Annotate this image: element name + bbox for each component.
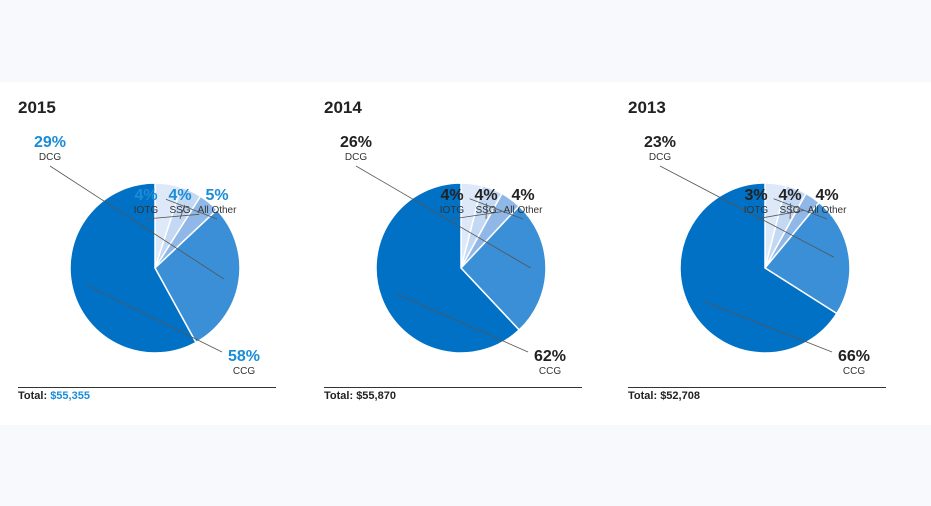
total-label: Total: xyxy=(324,390,354,402)
total-label: Total: xyxy=(628,390,658,402)
category-label-iotg: IOTG xyxy=(744,205,769,216)
category-label-dcg: DCG xyxy=(649,152,671,163)
chart-title: 2013 xyxy=(628,98,666,117)
leader-line-all-other xyxy=(165,198,218,220)
pct-label-iotg: 3% xyxy=(744,187,767,204)
leader-line-iotg xyxy=(145,213,200,220)
total-value: $52,708 xyxy=(660,390,700,402)
pct-label-ccg: 58% xyxy=(228,348,260,365)
category-label-ccg: CCG xyxy=(843,366,865,377)
category-label-all-other: All Other xyxy=(504,205,544,216)
pie-slice-ccg xyxy=(69,182,197,354)
total-label: Total: xyxy=(18,390,48,402)
category-label-ccg: CCG xyxy=(233,366,255,377)
leader-line-ssg xyxy=(485,203,488,220)
pct-label-all-other: 4% xyxy=(815,187,838,204)
pie-panel-2015: 2015 58% CCG 29% DCG 4% IOTG 4% SSG 5% All Other … xyxy=(18,98,280,408)
category-label-all-other: All Other xyxy=(198,205,238,216)
leader-line-ssg xyxy=(179,204,186,220)
total-value: $55,355 xyxy=(50,390,90,402)
pct-label-ssg: 4% xyxy=(778,187,801,204)
pie-slice-dcg xyxy=(154,208,241,344)
pct-label-all-other: 5% xyxy=(205,187,228,204)
leader-line-iotg xyxy=(451,211,503,220)
pct-label-dcg: 26% xyxy=(340,134,372,151)
leader-line-ccg xyxy=(703,301,833,353)
leader-line-iotg xyxy=(755,210,805,220)
total-line: Total: $52,708 xyxy=(628,390,700,402)
pct-label-all-other: 4% xyxy=(511,187,534,204)
pct-label-ccg: 62% xyxy=(534,348,566,365)
leader-line-ccg xyxy=(396,293,529,353)
category-label-dcg: DCG xyxy=(345,152,367,163)
leader-line-dcg xyxy=(355,165,531,269)
pct-label-ssg: 4% xyxy=(168,187,191,204)
total-rule xyxy=(18,387,276,388)
category-label-iotg: IOTG xyxy=(440,205,465,216)
leader-line-ccg xyxy=(87,284,223,353)
leader-line-dcg xyxy=(49,165,225,280)
leader-line-all-other xyxy=(773,198,828,220)
category-label-all-other: All Other xyxy=(808,205,848,216)
leader-line-ssg xyxy=(789,203,792,220)
category-label-ccg: CCG xyxy=(539,366,561,377)
total-line: Total: $55,355 xyxy=(18,390,90,402)
pct-label-iotg: 4% xyxy=(440,187,463,204)
total-line: Total: $55,870 xyxy=(324,390,396,402)
pct-label-iotg: 4% xyxy=(134,187,157,204)
leader-line-dcg xyxy=(659,165,834,258)
leader-line-all-other xyxy=(469,198,524,220)
category-label-dcg: DCG xyxy=(39,152,61,163)
total-value: $55,870 xyxy=(356,390,396,402)
pct-label-ccg: 66% xyxy=(838,348,870,365)
chart-title: 2015 xyxy=(18,98,56,117)
pct-label-dcg: 23% xyxy=(644,134,676,151)
category-label-ssg: SSG xyxy=(169,205,190,216)
pie-slice-dcg xyxy=(459,204,547,332)
total-rule xyxy=(324,387,582,388)
chart-title: 2014 xyxy=(324,98,362,117)
total-rule xyxy=(628,387,886,388)
pie-slice-dcg xyxy=(763,201,851,315)
pct-label-ssg: 4% xyxy=(474,187,497,204)
pct-label-dcg: 29% xyxy=(34,134,66,151)
category-label-iotg: IOTG xyxy=(134,205,159,216)
pie-slice-ccg xyxy=(375,182,521,354)
